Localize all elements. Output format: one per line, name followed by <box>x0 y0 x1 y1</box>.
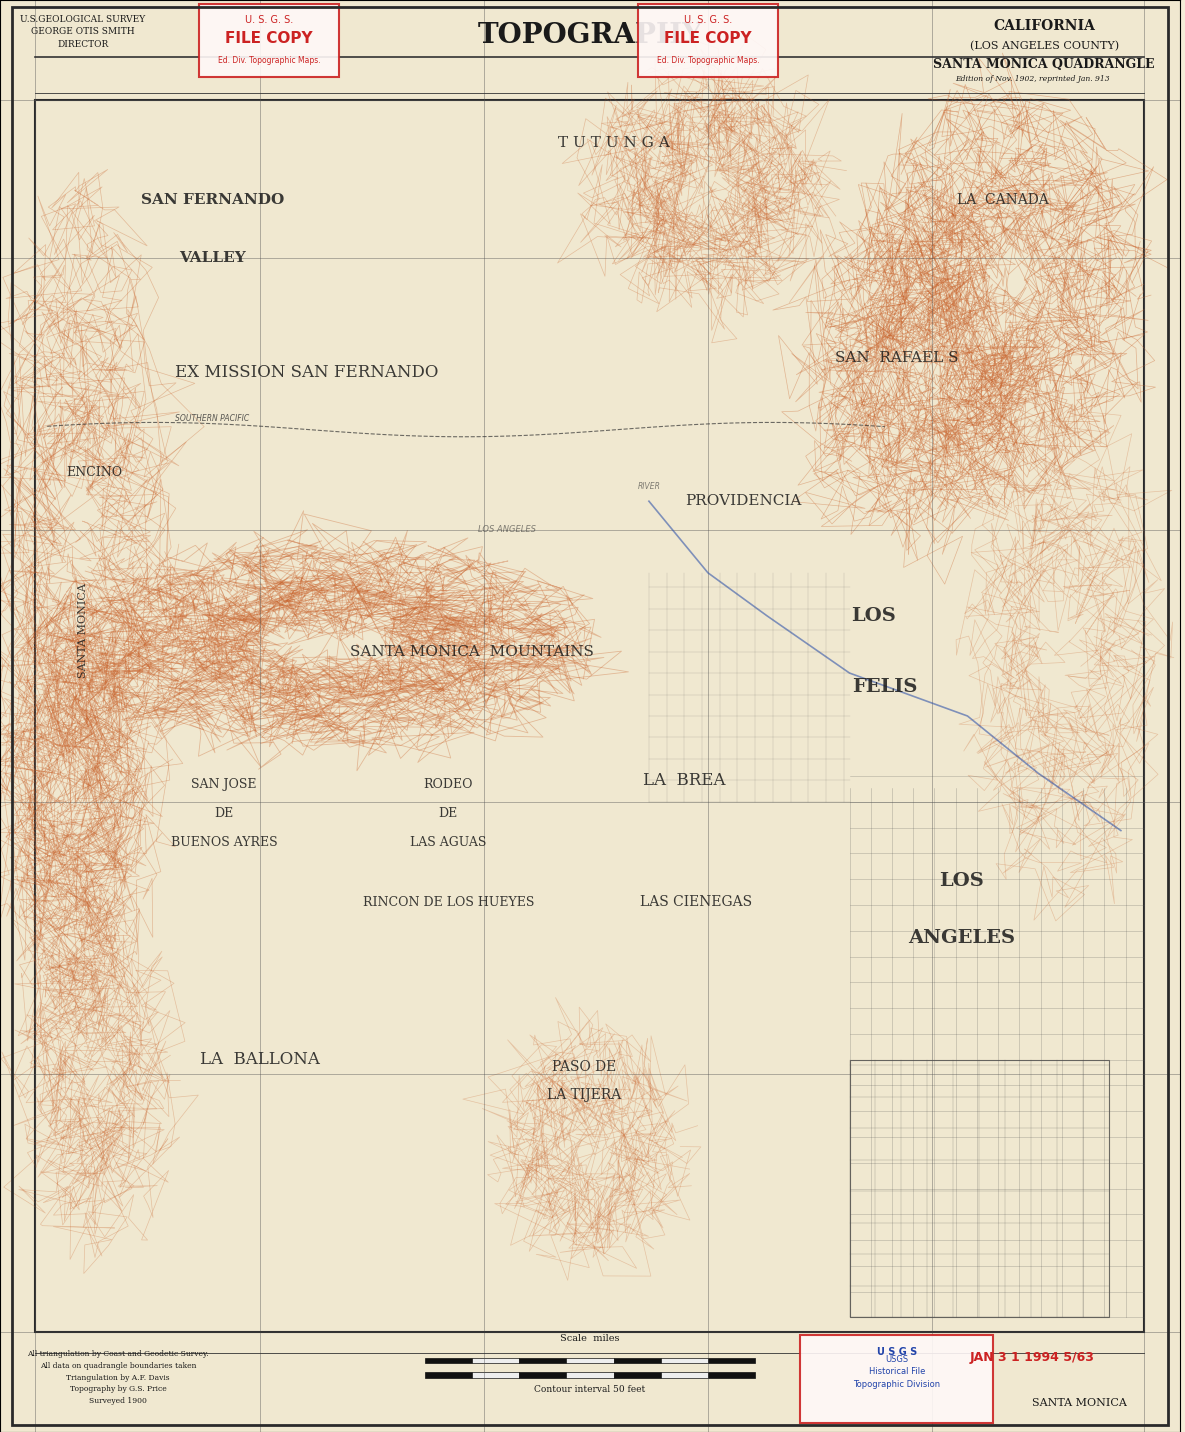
Text: TOPOGRAPHY: TOPOGRAPHY <box>478 23 703 49</box>
Text: EX MISSION SAN FERNANDO: EX MISSION SAN FERNANDO <box>175 364 438 381</box>
Text: RINCON DE LOS HUEYES: RINCON DE LOS HUEYES <box>363 895 534 909</box>
Text: ANGELES: ANGELES <box>908 929 1016 947</box>
Text: JAN 3 1 1994 5/63: JAN 3 1 1994 5/63 <box>971 1350 1095 1365</box>
Text: USGS
Historical File
Topographic Division: USGS Historical File Topographic Divisio… <box>853 1355 940 1389</box>
Text: FILE COPY: FILE COPY <box>664 32 751 46</box>
Text: SANTA MONICA: SANTA MONICA <box>77 583 88 677</box>
Bar <box>424 1358 472 1363</box>
Bar <box>472 1358 519 1363</box>
Text: PROVIDENCIA: PROVIDENCIA <box>685 494 801 508</box>
Bar <box>424 1372 472 1378</box>
Text: LOS ANGELES: LOS ANGELES <box>479 526 537 534</box>
Text: CALIFORNIA: CALIFORNIA <box>993 19 1095 33</box>
Text: Edition of Nov. 1902, reprinted Jan. 913: Edition of Nov. 1902, reprinted Jan. 913 <box>955 74 1109 83</box>
Text: SANTA MONICA: SANTA MONICA <box>1032 1399 1127 1408</box>
Text: LA  BREA: LA BREA <box>643 772 725 789</box>
Text: LAS CIENEGAS: LAS CIENEGAS <box>640 895 752 909</box>
Text: SOUTHERN PACIFIC: SOUTHERN PACIFIC <box>175 414 250 422</box>
Text: SANTA MONICA QUADRANGLE: SANTA MONICA QUADRANGLE <box>934 57 1155 72</box>
Text: SANTA MONICA  MOUNTAINS: SANTA MONICA MOUNTAINS <box>350 644 594 659</box>
Bar <box>566 1372 614 1378</box>
Text: U. S. G. S.: U. S. G. S. <box>245 14 293 24</box>
Bar <box>519 1372 566 1378</box>
Text: BUENOS AYRES: BUENOS AYRES <box>171 835 277 849</box>
Text: FILE COPY: FILE COPY <box>225 32 313 46</box>
Text: DE: DE <box>438 806 457 821</box>
Text: Contour interval 50 feet: Contour interval 50 feet <box>534 1385 646 1393</box>
Text: PASO DE: PASO DE <box>552 1060 616 1074</box>
Text: T U T U N G A: T U T U N G A <box>558 136 670 150</box>
Text: All triangulation by Coast and Geodetic Survey.
All data on quadrangle boundarie: All triangulation by Coast and Geodetic … <box>27 1350 209 1405</box>
Text: U. S. G. S.: U. S. G. S. <box>684 14 732 24</box>
Text: LA  BALLONA: LA BALLONA <box>199 1051 320 1068</box>
FancyBboxPatch shape <box>800 1335 993 1423</box>
Text: VALLEY: VALLEY <box>179 251 245 265</box>
Text: Ed. Div. Topographic Maps.: Ed. Div. Topographic Maps. <box>656 56 760 64</box>
Text: DE: DE <box>214 806 233 821</box>
FancyBboxPatch shape <box>199 4 339 77</box>
Bar <box>707 1358 755 1363</box>
Text: LOS: LOS <box>940 872 984 889</box>
Text: U S G S: U S G S <box>877 1348 917 1356</box>
FancyBboxPatch shape <box>36 100 1145 1332</box>
Text: SAN FERNANDO: SAN FERNANDO <box>141 193 284 208</box>
FancyBboxPatch shape <box>638 4 779 77</box>
Bar <box>614 1372 661 1378</box>
Bar <box>661 1372 707 1378</box>
Bar <box>472 1372 519 1378</box>
Bar <box>566 1358 614 1363</box>
Text: SAN JOSE: SAN JOSE <box>192 778 257 792</box>
Bar <box>661 1358 707 1363</box>
Text: FELIS: FELIS <box>852 679 917 696</box>
Text: LA  CANADA: LA CANADA <box>957 193 1049 208</box>
Bar <box>707 1372 755 1378</box>
Bar <box>614 1358 661 1363</box>
Text: (LOS ANGELES COUNTY): (LOS ANGELES COUNTY) <box>969 40 1119 52</box>
Text: LAS AGUAS: LAS AGUAS <box>410 835 487 849</box>
Text: Scale  miles: Scale miles <box>561 1335 620 1343</box>
Text: U.S.GEOLOGICAL SURVEY
GEORGE OTIS SMITH
DIRECTOR: U.S.GEOLOGICAL SURVEY GEORGE OTIS SMITH … <box>20 14 146 49</box>
Bar <box>519 1358 566 1363</box>
Bar <box>850 1060 1109 1317</box>
Text: Ed. Div. Topographic Maps.: Ed. Div. Topographic Maps. <box>218 56 320 64</box>
Text: LOS: LOS <box>851 607 896 624</box>
Text: RODEO: RODEO <box>423 778 473 792</box>
Text: RIVER: RIVER <box>638 483 660 491</box>
Text: ENCINO: ENCINO <box>66 465 122 480</box>
Text: LA TIJERA: LA TIJERA <box>547 1088 621 1103</box>
Text: SAN  RAFAEL S: SAN RAFAEL S <box>835 351 959 365</box>
